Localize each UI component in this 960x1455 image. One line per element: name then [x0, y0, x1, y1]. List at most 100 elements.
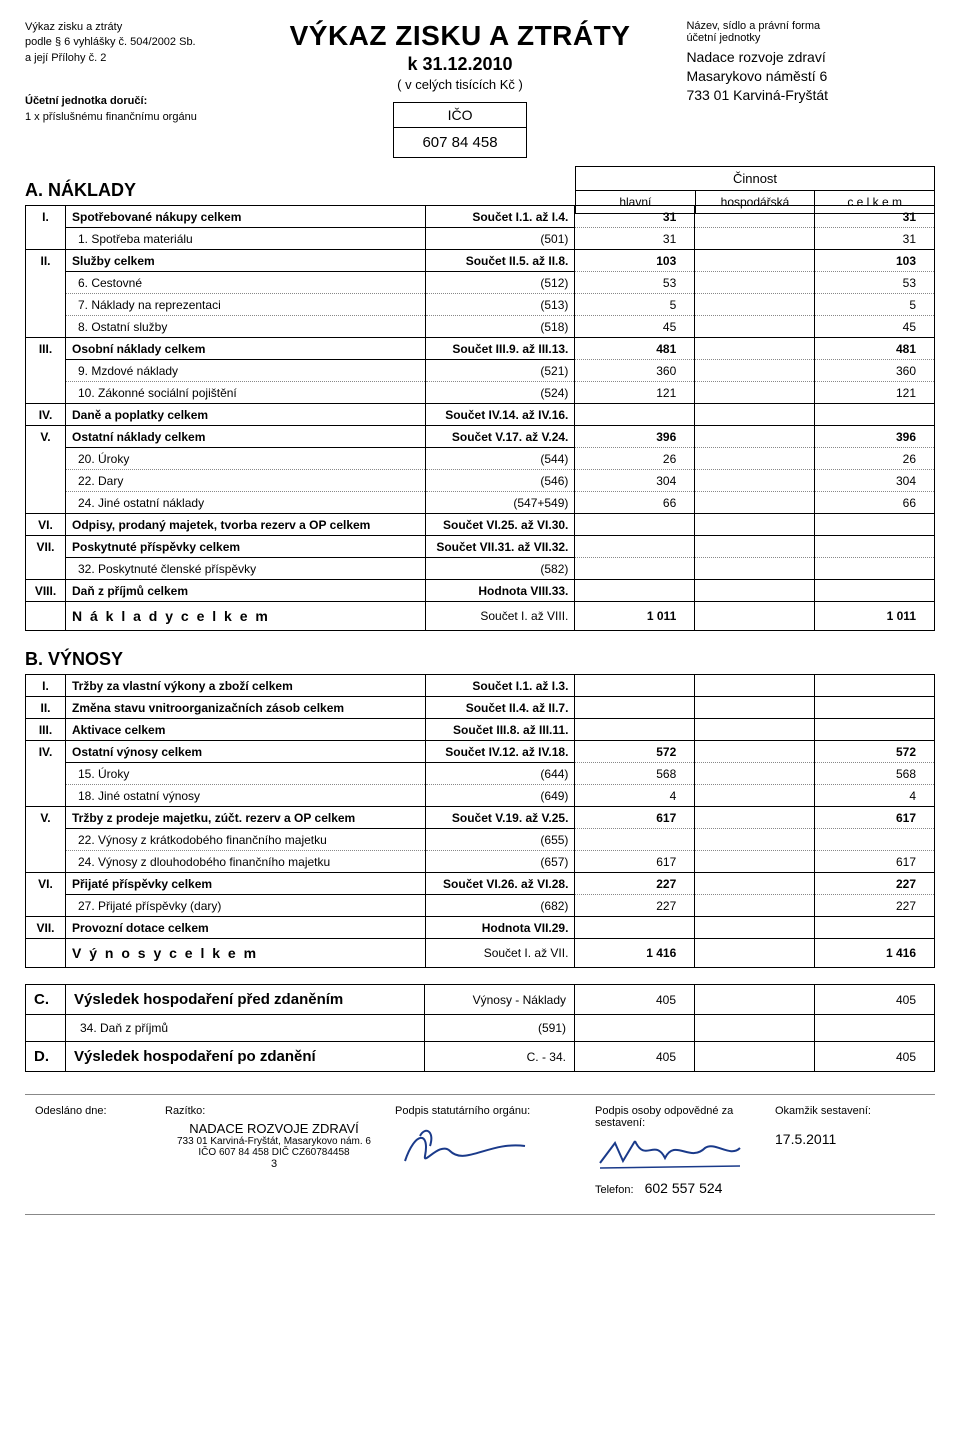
footer-sign1: Podpis statutárního orgánu:: [389, 1105, 589, 1196]
header-left-line2: podle § 6 vyhlášky č. 504/2002 Sb.: [25, 35, 274, 50]
title-sub: k 31.12.2010: [274, 54, 647, 75]
table-row: 9. Mzdové náklady(521)360360: [26, 360, 935, 382]
signature1-icon: [395, 1121, 535, 1171]
table-row: VII.Poskytnuté příspěvky celkemSoučet VI…: [26, 536, 935, 558]
row-ref: Součet IV.14. až IV.16.: [425, 404, 575, 426]
total-row: N á k l a d y c e l k e mSoučet I. až VI…: [26, 602, 935, 631]
row-val-main: [575, 917, 695, 939]
row-val-economic: [695, 895, 815, 917]
table-row: 24. Výnosy z dlouhodobého finančního maj…: [26, 851, 935, 873]
row-val-total: [815, 536, 935, 558]
row-number: [26, 228, 66, 250]
row-val-total: [815, 917, 935, 939]
row-val-main: [575, 580, 695, 602]
row-ref: (682): [425, 895, 575, 917]
row-desc: 6. Cestovné: [65, 272, 425, 294]
row-val-main: 572: [575, 741, 695, 763]
row-val-total: 121: [815, 382, 935, 404]
row-val-total: 481: [815, 338, 935, 360]
row-number: [26, 448, 66, 470]
result-block: C. Výsledek hospodaření před zdaněním Vý…: [25, 984, 935, 1072]
row-val-main: [575, 675, 695, 697]
row-val-total: 617: [815, 807, 935, 829]
footer-stamp-num: 3: [165, 1158, 383, 1170]
row-desc: Odpisy, prodaný majetek, tvorba rezerv a…: [65, 514, 425, 536]
row-val-economic: [695, 580, 815, 602]
row-desc: 7. Náklady na reprezentaci: [65, 294, 425, 316]
row-number: [26, 360, 66, 382]
total-ref: Součet I. až VII.: [425, 939, 575, 968]
row-val-total: 5: [815, 294, 935, 316]
footer-sent: Odesláno dne:: [29, 1105, 159, 1196]
footer-moment-label: Okamžik sestavení:: [775, 1105, 925, 1117]
row-val-total: [815, 558, 935, 580]
row-desc: 22. Výnosy z krátkodobého finančního maj…: [65, 829, 425, 851]
table-row: 1. Spotřeba materiálu(501)3131: [26, 228, 935, 250]
row-val-main: [575, 514, 695, 536]
row-number: III.: [26, 338, 66, 360]
row-val-total: 45: [815, 316, 935, 338]
row-number: IV.: [26, 741, 66, 763]
row-val-economic: [695, 558, 815, 580]
result-d-v2: [695, 1042, 815, 1072]
activity-col3: c e l k e m: [814, 191, 934, 213]
row-ref: Součet III.8. až III.11.: [425, 719, 575, 741]
footer-tel-value: 602 557 524: [645, 1180, 723, 1196]
table-row: 20. Úroky(544)2626: [26, 448, 935, 470]
row-ref: (513): [425, 294, 575, 316]
row-val-economic: [695, 719, 815, 741]
row-number: [26, 382, 66, 404]
header-right-line2: účetní jednotky: [686, 32, 935, 44]
row-val-economic: [695, 785, 815, 807]
row-val-main: 617: [575, 807, 695, 829]
row-val-total: 304: [815, 470, 935, 492]
row-ref: Součet VI.26. až VI.28.: [425, 873, 575, 895]
table-row: VIII.Daň z příjmů celkemHodnota VIII.33.: [26, 580, 935, 602]
row-val-economic: [695, 741, 815, 763]
table-row: VII.Provozní dotace celkemHodnota VII.29…: [26, 917, 935, 939]
result-d-desc: Výsledek hospodaření po zdanění: [74, 1048, 316, 1065]
row-val-economic: [695, 448, 815, 470]
row-desc: Daně a poplatky celkem: [65, 404, 425, 426]
row-number: [26, 272, 66, 294]
row-val-economic: [695, 675, 815, 697]
row-number: [26, 558, 66, 580]
section-b-title: B. VÝNOSY: [25, 649, 935, 670]
row-ref: Součet I.1. až I.4.: [425, 206, 575, 228]
row-desc: Spotřebované nákupy celkem: [65, 206, 425, 228]
row-ref: Součet V.17. až V.24.: [425, 426, 575, 448]
row-desc: Poskytnuté příspěvky celkem: [65, 536, 425, 558]
row-val-total: [815, 829, 935, 851]
header-left-line4: Účetní jednotka doručí:: [25, 94, 274, 109]
row-val-total: [815, 697, 935, 719]
row-val-total: [815, 514, 935, 536]
row-val-main: [575, 404, 695, 426]
header-left-line1: Výkaz zisku a ztráty: [25, 20, 274, 35]
row-number: [26, 294, 66, 316]
activity-col1: hlavní: [576, 191, 695, 213]
table-row: 24. Jiné ostatní náklady(547+549)6666: [26, 492, 935, 514]
row-desc: Aktivace celkem: [65, 719, 425, 741]
result-c-v1: 405: [575, 985, 695, 1015]
row-number: I.: [26, 675, 66, 697]
table-row: 10. Zákonné sociální pojištění(524)12112…: [26, 382, 935, 404]
row-ref: (546): [425, 470, 575, 492]
row-val-total: 31: [815, 228, 935, 250]
footer-moment-value: 17.5.2011: [775, 1131, 925, 1147]
footer-sign2: Podpis osoby odpovědné za sestavení: Tel…: [589, 1105, 769, 1196]
total-row: V ý n o s y c e l k e mSoučet I. až VII.…: [26, 939, 935, 968]
signature2-icon: [595, 1133, 745, 1173]
row-ref: (655): [425, 829, 575, 851]
row-ref: Součet I.1. až I.3.: [425, 675, 575, 697]
table-row: 27. Přijaté příspěvky (dary)(682)227227: [26, 895, 935, 917]
table-row: 15. Úroky(644)568568: [26, 763, 935, 785]
org-name: Nadace rozvoje zdraví: [686, 48, 935, 67]
activity-title: Činnost: [576, 167, 934, 190]
row-val-main: 304: [575, 470, 695, 492]
row-ref: Součet II.4. až II.7.: [425, 697, 575, 719]
total-ref: Součet I. až VIII.: [425, 602, 575, 631]
result-row-tax: 34. Daň z příjmů (591): [26, 1015, 935, 1042]
row-desc: 18. Jiné ostatní výnosy: [65, 785, 425, 807]
total-v1: 1 416: [575, 939, 695, 968]
row-val-economic: [695, 763, 815, 785]
